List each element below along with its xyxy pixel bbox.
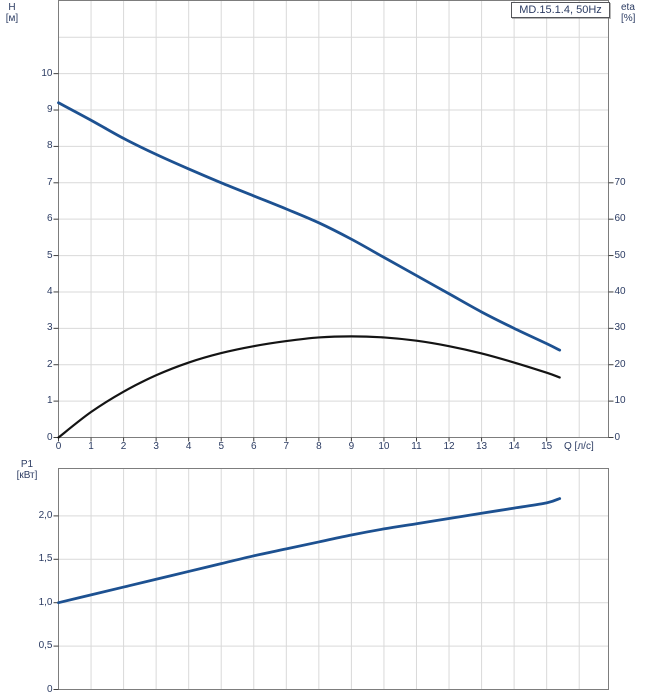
p1-yleft-label-1,5: 1,5: [38, 553, 53, 565]
hq-x-label-1: 1: [88, 441, 94, 452]
hq-yleft-label-3: 3: [46, 322, 53, 334]
hq-x-label-6: 6: [250, 441, 257, 452]
hq-x-label-8: 8: [316, 441, 322, 452]
p1-yleft-label-1,0: 1,0: [38, 596, 53, 608]
hq-x-label-7: 7: [283, 441, 290, 452]
eta-axis-unit-line1: eta: [621, 2, 635, 13]
hq-yleft-label-6: 6: [46, 213, 53, 225]
p1-yleft-label-2,0: 2,0: [38, 509, 53, 521]
hq-yleft-label-0: 0: [46, 431, 53, 443]
hq-x-label-15: 15: [541, 441, 553, 452]
hq-x-label-10: 10: [378, 441, 390, 452]
hq-yleft-label-4: 4: [46, 285, 53, 297]
p1-yleft-label-0: 0: [46, 683, 53, 695]
head-curve: [57, 101, 562, 352]
hq-x-label-9: 9: [348, 441, 355, 452]
hq-yright-label-70: 70: [614, 176, 626, 188]
hq-yright-label-60: 60: [614, 213, 626, 225]
q-axis-unit-label: Q [л/с]: [564, 441, 594, 452]
hq-yright-label-50: 50: [614, 249, 626, 261]
hq-x-label-12: 12: [443, 441, 455, 452]
eta-axis-unit-line2: [%]: [621, 13, 636, 24]
p1-yleft-label-0,5: 0,5: [38, 640, 53, 652]
p1-axis-unit-line2: [кВт]: [16, 470, 38, 481]
hq-yleft-label-8: 8: [46, 140, 53, 152]
h-axis-unit-line2: [м]: [5, 13, 19, 24]
h-axis-unit-line1: H: [8, 2, 16, 13]
hq-x-label-14: 14: [508, 441, 520, 452]
hq-yleft-label-1: 1: [46, 395, 53, 407]
pump-model-text: MD.15.1.4, 50Hz: [519, 4, 602, 16]
hq-yleft-label-9: 9: [46, 104, 53, 116]
hq-yleft-label-7: 7: [46, 176, 53, 188]
hq-x-label-11: 11: [411, 441, 422, 452]
hq-x-label-4: 4: [185, 441, 192, 452]
chart-frame-p1: [58, 468, 609, 690]
hq-yleft-label-5: 5: [46, 249, 53, 261]
power-curve: [57, 497, 562, 605]
hq-yleft-label-10: 10: [41, 67, 53, 79]
hq-yleft-label-2: 2: [46, 358, 53, 370]
hq-yright-label-20: 20: [614, 358, 626, 370]
hq-yright-label-30: 30: [614, 322, 626, 334]
hq-x-label-0: 0: [55, 441, 62, 452]
hq-x-label-13: 13: [476, 441, 488, 452]
pump-model-badge: MD.15.1.4, 50Hz: [511, 2, 610, 18]
eta-axis-unit-label: eta [%]: [621, 2, 655, 24]
hq-x-label-5: 5: [218, 441, 224, 452]
hq-yright-label-40: 40: [614, 285, 626, 297]
hq-yright-label-10: 10: [614, 395, 626, 407]
p1-axis-unit-label: P1 [кВт]: [9, 459, 45, 481]
p1-axis-unit-line1: P1: [20, 459, 34, 470]
hq-x-label-3: 3: [153, 441, 159, 452]
hq-yright-label-0: 0: [614, 431, 621, 443]
hq-x-label-2: 2: [120, 441, 127, 452]
h-axis-unit-label: H [м]: [0, 2, 24, 24]
efficiency-curve: [57, 335, 561, 439]
